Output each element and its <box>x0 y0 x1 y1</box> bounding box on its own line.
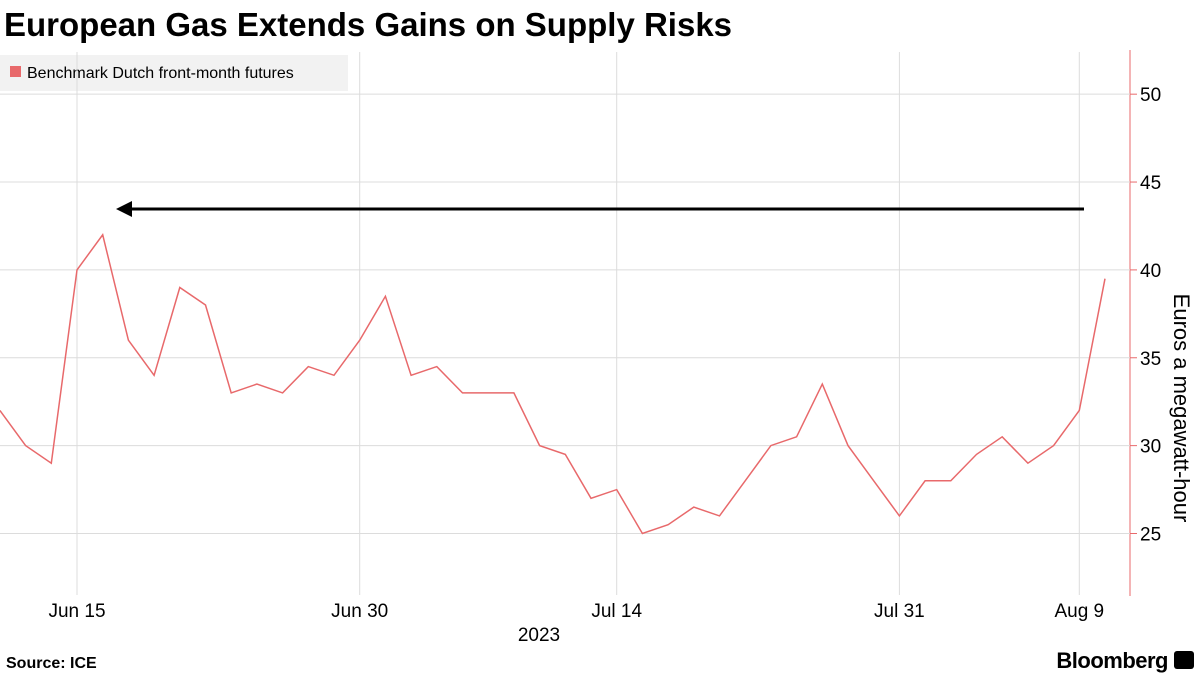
line-series <box>0 233 1106 535</box>
brand: Bloomberg <box>1056 648 1168 673</box>
x-tick-label: Jul 31 <box>874 601 925 622</box>
y-tick-label: 30 <box>1140 437 1161 458</box>
y-tick-label: 25 <box>1140 524 1161 545</box>
x-tick-label: Aug 9 <box>1054 601 1104 622</box>
legend-swatch <box>10 66 21 77</box>
source: Source: ICE <box>6 655 97 672</box>
x-axis-label: 2023 <box>518 625 560 646</box>
x-tick-label: Jun 30 <box>331 601 388 622</box>
x-tick-label: Jul 14 <box>591 601 642 622</box>
legend-label: Benchmark Dutch front-month futures <box>27 65 294 82</box>
x-tick-label: Jun 15 <box>48 601 105 622</box>
arrow-head <box>116 201 132 217</box>
brand-icon <box>1174 651 1194 669</box>
y-axis-label: Euros a megawatt-hour <box>1169 294 1194 523</box>
y-tick-label: 45 <box>1140 173 1161 194</box>
legend <box>0 55 348 91</box>
chart-title: European Gas Extends Gains on Supply Ris… <box>4 6 732 43</box>
y-tick-label: 50 <box>1140 85 1161 106</box>
y-tick-label: 40 <box>1140 261 1161 282</box>
y-tick-label: 35 <box>1140 349 1161 370</box>
plot: 25 30 35 40 45 50 Jun 15 Jun 30 Jul 14 Jul 31 Aug … <box>0 52 1161 622</box>
